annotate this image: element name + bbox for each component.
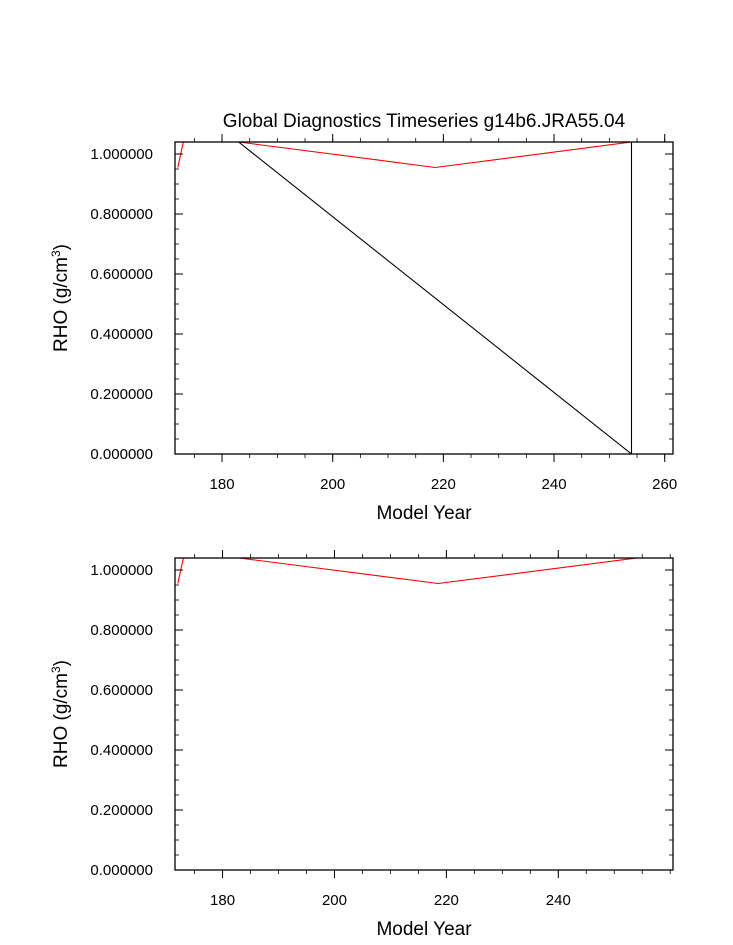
- black-series-line: [183, 142, 633, 454]
- x-axis-title: Model Year: [376, 503, 472, 524]
- y-tick-label: 0.600000: [90, 682, 153, 699]
- y-tick-label: 0.400000: [90, 742, 153, 759]
- y-tick-label: 0.000000: [90, 446, 153, 463]
- x-tick-label: 240: [546, 892, 571, 909]
- x-tick-label: 260: [652, 476, 677, 493]
- bottom-plot-panel: Model Year RHO (g/cm3) 0.000000 0.200000 0…: [49, 550, 674, 940]
- red-series-line: [177, 558, 673, 585]
- y-tick-label: 0.600000: [90, 266, 153, 283]
- x-tick-label: 220: [434, 892, 459, 909]
- top-plot-panel: Model Year RHO (g/cm3) 0.000000 0.200000 0…: [49, 134, 677, 524]
- x-tick-label: 220: [431, 476, 456, 493]
- x-tick-label: 180: [210, 476, 235, 493]
- y-tick-label: 0.400000: [90, 326, 153, 343]
- y-tick-label: 0.200000: [90, 802, 153, 819]
- y-axis-title: RHO (g/cm3): [49, 660, 72, 768]
- y-axis-title: RHO (g/cm3): [49, 244, 72, 352]
- x-tick-label: 240: [542, 476, 567, 493]
- red-series-line: [177, 142, 673, 169]
- y-tick-label: 0.800000: [90, 622, 153, 639]
- plot-frame: [174, 557, 674, 871]
- y-tick-label: 0.200000: [90, 386, 153, 403]
- y-tick-label: 1.000000: [90, 146, 153, 163]
- x-tick-label: 200: [322, 892, 347, 909]
- chart-title: Global Diagnostics Timeseries g14b6.JRA5…: [223, 111, 626, 132]
- x-tick-label: 180: [210, 892, 235, 909]
- y-tick-label: 0.000000: [90, 862, 153, 879]
- x-tick-label: 200: [320, 476, 345, 493]
- y-tick-label: 1.000000: [90, 562, 153, 579]
- y-tick-label: 0.800000: [90, 206, 153, 223]
- x-axis-title: Model Year: [376, 919, 472, 940]
- plot-frame: [174, 141, 674, 455]
